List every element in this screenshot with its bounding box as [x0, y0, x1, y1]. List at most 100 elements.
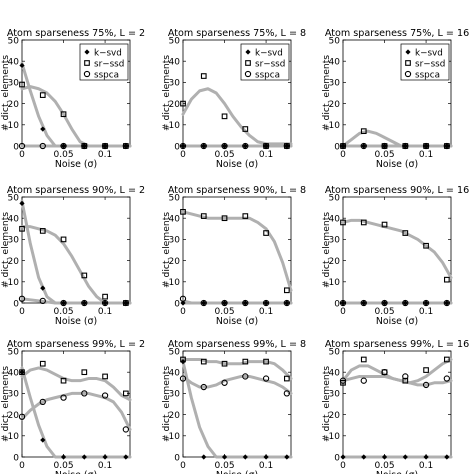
y-tick-label: 0 — [13, 453, 19, 463]
legend-marker-diamond — [405, 49, 411, 55]
data-point-circle — [221, 142, 228, 150]
legend-label: sr−ssd — [94, 59, 124, 69]
data-point-square — [200, 358, 207, 365]
data-point-circle — [81, 299, 88, 307]
data-point-square — [39, 92, 46, 98]
plot-area — [342, 196, 452, 304]
y-tick-label: 30 — [8, 79, 20, 89]
x-axis-label: Noise (σ) — [55, 470, 97, 474]
data-point-circle — [242, 299, 249, 307]
y-tick-label: 30 — [8, 390, 20, 400]
data-point-diamond — [81, 300, 87, 306]
data-point-diamond — [340, 300, 346, 306]
data-point-square — [81, 272, 88, 279]
data-point-circle — [39, 398, 46, 406]
data-point-diamond — [102, 300, 108, 306]
y-tick-label: 20 — [169, 411, 181, 421]
data-point-circle — [339, 142, 347, 150]
data-point-square — [242, 126, 249, 132]
x-tick-label: 0.1 — [98, 307, 112, 317]
data-point-diamond — [19, 369, 25, 375]
data-point-diamond — [381, 143, 388, 149]
y-axis-label: # dict. elements — [0, 212, 11, 288]
data-point-circle — [422, 299, 430, 307]
data-point-circle — [101, 392, 109, 399]
data-point-diamond — [201, 454, 207, 460]
data-point-diamond — [81, 143, 87, 149]
legend-marker-circle — [404, 70, 412, 78]
legend-marker-square — [245, 60, 251, 66]
x-axis-label: Noise (σ) — [376, 159, 418, 170]
legend-marker-square — [84, 60, 90, 66]
x-axis-label: Noise (σ) — [216, 159, 258, 170]
data-point-circle — [402, 142, 409, 150]
x-tick-label: 0.1 — [259, 461, 273, 471]
data-point-square — [283, 375, 290, 382]
data-point-square — [60, 377, 67, 384]
data-point-square — [200, 73, 207, 79]
y-tick-label: 10 — [329, 432, 341, 442]
data-point-circle — [381, 299, 388, 307]
x-tick-label: 0.05 — [54, 150, 74, 160]
x-tick-label: 0.1 — [259, 307, 273, 317]
data-point-diamond — [60, 143, 67, 149]
data-point-square — [423, 367, 429, 373]
data-point-circle — [402, 299, 409, 307]
fit-curve-square — [181, 87, 293, 146]
x-tick-label: 0 — [19, 150, 25, 160]
data-point-diamond — [402, 143, 408, 149]
data-point-circle — [18, 142, 26, 150]
x-tick-label: 0.05 — [375, 150, 395, 160]
data-point-diamond — [123, 143, 129, 149]
data-point-diamond — [40, 285, 46, 291]
legend-marker-circle — [244, 70, 252, 78]
y-tick-label: 30 — [329, 390, 341, 400]
data-point-diamond — [221, 454, 228, 460]
subplot-4: Atom sparseness 90%, L = 2 0 10 20 30 40 50 0 0.… — [0, 185, 145, 327]
data-point-square — [81, 369, 88, 376]
data-point-square — [221, 113, 228, 120]
legend-box — [240, 43, 290, 81]
data-point-diamond — [444, 454, 450, 460]
y-tick-label: 10 — [169, 121, 181, 131]
data-point-circle — [360, 377, 367, 384]
data-point-diamond — [381, 454, 388, 460]
y-tick-label: 50 — [329, 36, 341, 46]
data-point-square — [263, 358, 269, 365]
y-axis-label: # dict. elements — [321, 366, 332, 442]
y-tick-label: 0 — [174, 299, 180, 309]
data-point-square — [39, 360, 46, 367]
y-axis-label: # dict. elements — [0, 55, 11, 131]
x-axis-label: Noise (σ) — [376, 316, 418, 327]
y-tick-label: 30 — [169, 390, 181, 400]
data-point-square — [180, 208, 186, 215]
plot-area — [21, 196, 131, 304]
y-tick-label: 50 — [8, 36, 20, 46]
subplot-2: Atom sparseness 75%, L = 8 0 10 20 30 40 50 0 0.… — [161, 28, 306, 170]
data-point-diamond — [340, 143, 346, 149]
y-tick-label: 0 — [334, 142, 340, 152]
data-point-square — [221, 360, 228, 367]
data-point-circle — [242, 373, 249, 380]
data-point-diamond — [381, 300, 388, 306]
data-point-square — [180, 356, 186, 363]
y-tick-label: 10 — [169, 432, 181, 442]
subplot-title: Atom sparseness 75%, L = 8 — [168, 28, 306, 39]
y-tick-label: 30 — [329, 79, 341, 89]
data-point-diamond — [60, 454, 67, 460]
x-tick-label: 0 — [180, 150, 186, 160]
data-point-square — [360, 219, 367, 226]
plot-area — [182, 196, 292, 304]
x-tick-label: 0 — [19, 461, 25, 471]
y-tick-label: 40 — [329, 369, 341, 379]
x-tick-label: 0.1 — [98, 150, 112, 160]
data-point-square — [221, 215, 228, 222]
x-tick-label: 0.1 — [419, 150, 433, 160]
data-point-diamond — [284, 454, 290, 460]
x-tick-label: 0.05 — [215, 461, 235, 471]
data-point-diamond — [123, 454, 129, 460]
data-point-circle — [242, 142, 249, 150]
series-layer — [18, 199, 132, 307]
